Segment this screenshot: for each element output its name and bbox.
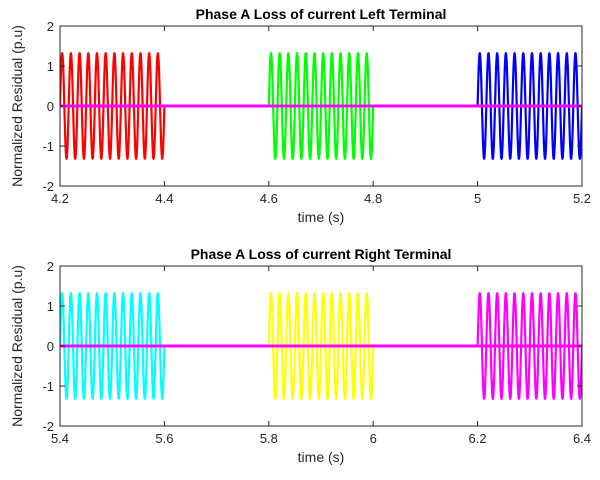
x-tick-label: 6 bbox=[370, 431, 377, 446]
x-tick-label: 5.8 bbox=[260, 431, 278, 446]
x-tick-label: 6.4 bbox=[573, 431, 591, 446]
y-axis-label: Normalized Residual (p.u) bbox=[9, 265, 25, 427]
x-tick-label: 4.2 bbox=[51, 191, 69, 206]
chart-title: Phase A Loss of current Left Terminal bbox=[196, 6, 447, 22]
y-tick-label: 1 bbox=[47, 59, 54, 74]
y-tick-label: 0 bbox=[47, 99, 54, 114]
y-tick-label: 1 bbox=[47, 299, 54, 314]
y-tick-label: -2 bbox=[42, 179, 54, 194]
y-tick-label: 2 bbox=[47, 19, 54, 34]
x-axis-label: time (s) bbox=[298, 209, 345, 225]
y-tick-label: -1 bbox=[42, 139, 54, 154]
chart-panel-2: 5.4 5.6 5.8 6 6.2 6.4 -2 -1 0 1 2 Phase A Loss of c… bbox=[9, 246, 591, 465]
x-tick-label: 4.8 bbox=[364, 191, 382, 206]
x-tick-label: 6.2 bbox=[469, 431, 487, 446]
y-axis-label: Normalized Residual (p.u) bbox=[9, 25, 25, 187]
y-tick-label: 0 bbox=[47, 339, 54, 354]
y-tick-label: 2 bbox=[47, 259, 54, 274]
x-tick-label: 4.4 bbox=[155, 191, 173, 206]
x-tick-label: 4.6 bbox=[260, 191, 278, 206]
chart-panel-1: 4.2 4.4 4.6 4.8 5 5.2 -2 -1 0 1 2 Phase A Loss of c… bbox=[9, 6, 591, 225]
chart-title: Phase A Loss of current Right Terminal bbox=[191, 246, 452, 262]
x-tick-label: 5.4 bbox=[51, 431, 69, 446]
x-tick-label: 5 bbox=[474, 191, 481, 206]
x-tick-label: 5.6 bbox=[155, 431, 173, 446]
y-tick-label: -2 bbox=[42, 419, 54, 434]
x-tick-label: 5.2 bbox=[573, 191, 591, 206]
x-axis-label: time (s) bbox=[298, 449, 345, 465]
y-tick-label: -1 bbox=[42, 379, 54, 394]
